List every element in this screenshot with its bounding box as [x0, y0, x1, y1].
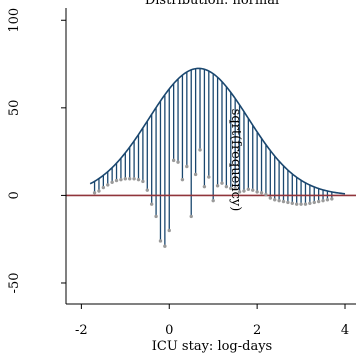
- residual-point-30: [224, 184, 229, 189]
- bars-layer: [93, 68, 333, 247]
- residual-point-37: [255, 190, 259, 194]
- residual-point-6: [119, 177, 123, 182]
- residual-point-45: [290, 201, 294, 205]
- residual-point-50: [312, 200, 316, 205]
- x-tick-label-3: 4: [341, 323, 349, 338]
- residual-point-34: [242, 189, 246, 193]
- residual-point-40: [268, 196, 273, 200]
- residual-point-44: [286, 200, 290, 205]
- residual-point-35: [246, 187, 251, 191]
- y-axis-label: sqrt(frequency): [228, 109, 243, 212]
- residual-point-22: [189, 214, 193, 219]
- residual-point-27: [211, 198, 215, 203]
- residual-point-26: [207, 175, 211, 179]
- residual-point-10: [136, 177, 141, 182]
- residual-point-5: [114, 178, 119, 183]
- residual-point-36: [251, 188, 255, 192]
- residual-point-41: [273, 198, 277, 202]
- residual-point-11: [141, 179, 145, 184]
- residual-point-24: [198, 148, 202, 152]
- x-tick-label-1: 0: [165, 323, 173, 338]
- residual-point-4: [110, 180, 114, 184]
- x-axis-label: ICU stay: log-days: [152, 339, 272, 354]
- points-layer: [92, 148, 334, 248]
- residual-point-32: [233, 186, 237, 191]
- residual-point-20: [180, 177, 185, 182]
- residual-point-16: [163, 244, 167, 248]
- y-tick-label-3: 100: [7, 8, 22, 33]
- residual-point-21: [185, 164, 189, 169]
- residual-point-33: [237, 190, 242, 194]
- residual-point-25: [202, 184, 207, 189]
- residual-point-1: [97, 189, 101, 193]
- residual-point-0: [92, 191, 97, 195]
- residual-point-23: [193, 172, 198, 177]
- normal-density-curve: [89, 67, 346, 195]
- residual-point-54: [330, 197, 334, 201]
- residual-point-46: [294, 202, 299, 206]
- residual-point-13: [149, 202, 154, 206]
- residual-point-3: [106, 183, 110, 187]
- residual-point-29: [220, 181, 224, 185]
- residual-point-15: [158, 239, 163, 243]
- residual-point-18: [171, 158, 176, 163]
- x-tick-label-2: 2: [253, 323, 261, 338]
- residual-point-39: [264, 192, 268, 197]
- residual-point-53: [325, 198, 330, 202]
- x-tick-label-0: -2: [75, 323, 88, 338]
- residual-point-8: [128, 177, 132, 181]
- y-tick-label-0: -50: [7, 273, 22, 294]
- residual-point-14: [154, 214, 158, 219]
- y-tick-label-2: 50: [7, 100, 22, 117]
- residual-point-7: [123, 177, 128, 181]
- residual-point-48: [303, 202, 308, 206]
- residual-point-17: [167, 228, 171, 233]
- residual-point-19: [176, 160, 180, 164]
- residual-point-12: [145, 188, 149, 192]
- residual-point-51: [316, 199, 321, 204]
- residual-point-28: [215, 184, 220, 188]
- chart-title: Distribution: normal: [145, 0, 279, 8]
- y-tick-label-1: 0: [7, 191, 22, 199]
- y-ticks: -50 0 50 100: [7, 8, 66, 294]
- residual-point-47: [299, 202, 303, 206]
- residual-point-49: [308, 201, 312, 205]
- residual-point-43: [281, 199, 286, 204]
- residual-point-42: [277, 198, 281, 203]
- residual-point-9: [132, 177, 136, 181]
- residual-point-2: [101, 185, 106, 190]
- residual-point-38: [259, 191, 264, 195]
- residual-point-31: [229, 186, 233, 191]
- residual-point-52: [321, 198, 325, 203]
- x-ticks: -2 0 2 4: [75, 304, 349, 338]
